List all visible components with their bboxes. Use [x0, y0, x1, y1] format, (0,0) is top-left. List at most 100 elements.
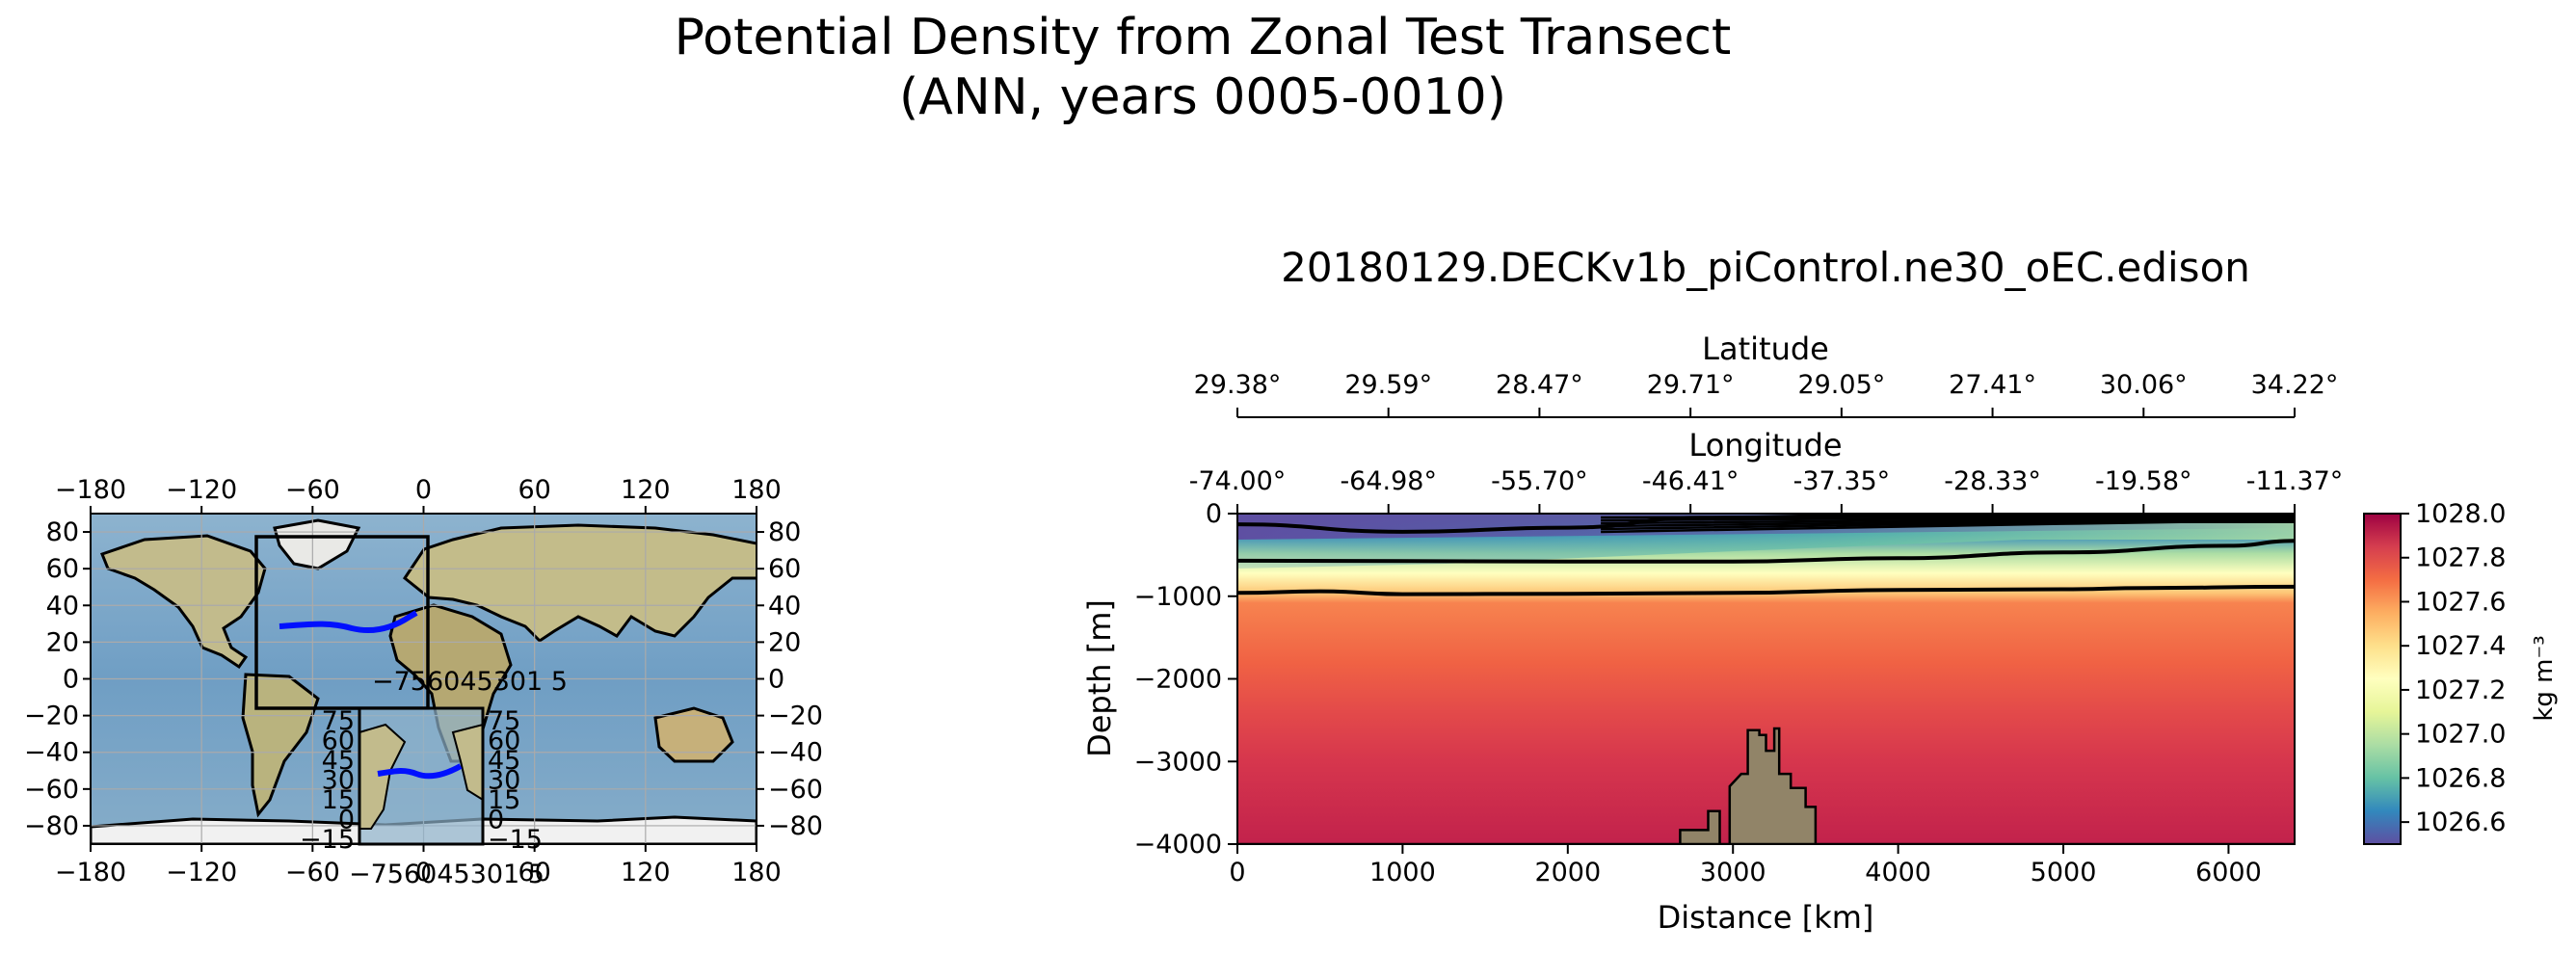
inset-tick-left: 45 [322, 746, 355, 776]
section-y-tick-label: −2000 [1134, 665, 1222, 695]
section-x-tick-label: 2000 [1534, 858, 1601, 887]
inset-land-east [451, 723, 484, 802]
map-lon-label-bottom: 0 [415, 858, 432, 887]
inset-land [359, 723, 407, 830]
latitude-tick-label: 29.71° [1647, 370, 1735, 400]
map-lat-label-left: 40 [46, 591, 79, 621]
inset-tick-right: 15 [488, 785, 520, 815]
section-panel: 20180129.DECKv1b_piControl.ne30_oEC.edis… [1081, 244, 2559, 936]
section-x-tick-label: 5000 [2031, 858, 2097, 887]
section-x-tick-label: 0 [1229, 858, 1245, 887]
map-lat-label-right: −60 [768, 775, 823, 805]
map-lon-label-bottom: −120 [166, 858, 237, 887]
map-lat-label-right: −40 [768, 738, 823, 768]
inset-tick-right: 0 [488, 806, 504, 835]
inset-tick-right: 60 [488, 727, 520, 756]
colorbar-tick-label: 1027.2 [2415, 675, 2506, 705]
latitude-tick-label: 27.41° [1949, 370, 2036, 400]
section-y-tick-label: −1000 [1134, 582, 1222, 612]
map-lat-label-right: −80 [768, 811, 823, 841]
land-australia [653, 706, 734, 763]
inset-tick-left: 60 [322, 727, 355, 756]
longitude-tick-label: -37.35° [1793, 466, 1891, 496]
map-lat-label-right: −20 [768, 702, 823, 731]
latitude-tick-label: 29.59° [1344, 370, 1432, 400]
map-lon-label-bottom: −60 [285, 858, 340, 887]
colorbar-tick-label: 1027.0 [2415, 720, 2506, 750]
contour-surface-dense [2162, 514, 2295, 523]
longitude-tick-label: -19.58° [2095, 466, 2192, 496]
colorbar-tick-label: 1026.6 [2415, 807, 2506, 837]
map-lon-label-top: 0 [415, 475, 432, 505]
map-lat-label-right: 40 [768, 591, 801, 621]
longitude-tick-label: -64.98° [1340, 466, 1437, 496]
map-lon-label-bottom: −180 [55, 858, 126, 887]
inset-tick-right: −15 [488, 825, 543, 855]
latitude-axis-label: Latitude [1702, 331, 1829, 367]
inset-tick-left: 75 [322, 706, 355, 736]
map-lat-label-left: 0 [63, 665, 79, 695]
colorbar [2363, 513, 2402, 845]
figure-title: Potential Density from Zonal Test Transe… [675, 9, 1732, 66]
map-lon-label-top: 60 [518, 475, 550, 505]
bathymetry [1237, 727, 2295, 844]
section-x-tick-label: 4000 [1865, 858, 1931, 887]
longitude-tick-label: -28.33° [1944, 466, 2041, 496]
map-lat-label-left: −60 [24, 775, 79, 805]
longitude-tick-label: -11.37° [2246, 466, 2344, 496]
section-y-tick-label: −4000 [1134, 830, 1222, 860]
map-lat-label-left: 60 [46, 554, 79, 584]
inset-map: −756045301 5 −756045301 5 75604530150−15… [300, 667, 568, 889]
colorbar-tick-label: 1028.0 [2415, 499, 2506, 529]
inset-tick-left: 15 [322, 785, 355, 815]
latitude-tick-label: 30.06° [2100, 370, 2188, 400]
section-y-tick-label: −3000 [1134, 747, 1222, 777]
inset-tick-right: 30 [488, 766, 520, 796]
map-lon-label-bottom: 60 [518, 858, 550, 887]
map-lon-label-top: −60 [285, 475, 340, 505]
colorbar-tick-label: 1027.4 [2415, 631, 2506, 661]
latitude-tick-label: 29.38° [1194, 370, 1282, 400]
map-lat-label-left: −20 [24, 702, 79, 731]
inset-tick-right: 75 [488, 706, 520, 736]
land-eurasia [402, 523, 757, 643]
map-lat-label-left: 20 [46, 627, 79, 657]
map-lon-label-top: 120 [621, 475, 671, 505]
longitude-tick-label: -55.70° [1491, 466, 1588, 496]
inset-tick-left: 30 [322, 766, 355, 796]
section-x-tick-label: 3000 [1700, 858, 1766, 887]
inset-label-bottom: −756045301 5 [349, 860, 544, 889]
inset-tick-left: 0 [338, 806, 355, 835]
longitude-axis-label: Longitude [1688, 427, 1842, 463]
section-title: 20180129.DECKv1b_piControl.ne30_oEC.edis… [1281, 244, 2250, 291]
colorbar-label: kg m⁻³ [2530, 635, 2559, 721]
map-lon-label-bottom: 180 [731, 858, 782, 887]
map-lon-label-top: −180 [55, 475, 126, 505]
section-x-tick-label: 1000 [1369, 858, 1436, 887]
map-panel: −756045301 5 −756045301 5 75604530150−15… [24, 475, 823, 889]
colorbar-tick-label: 1027.8 [2415, 543, 2506, 573]
map-lon-label-bottom: 120 [621, 858, 671, 887]
map-lon-label-top: 180 [731, 475, 782, 505]
map-lon-label-top: −120 [166, 475, 237, 505]
latitude-tick-label: 29.05° [1797, 370, 1885, 400]
inset-tick-left: −15 [300, 825, 355, 855]
map-lat-label-right: 0 [768, 665, 784, 695]
figure-subtitle: (ANN, years 0005-0010) [899, 68, 1506, 126]
map-lat-label-right: 60 [768, 554, 801, 584]
map-lat-label-right: 20 [768, 627, 801, 657]
map-region-box [254, 535, 430, 710]
map-lat-label-left: −40 [24, 738, 79, 768]
section-x-tick-label: 6000 [2195, 858, 2262, 887]
colorbar-tick-label: 1027.6 [2415, 587, 2506, 617]
latitude-tick-label: 34.22° [2251, 370, 2339, 400]
inset-label-right: −756045301 5 [372, 667, 568, 697]
map-transect-line [279, 610, 418, 634]
section-y-tick-label: 0 [1206, 499, 1222, 529]
longitude-tick-label: -46.41° [1642, 466, 1739, 496]
contour-deep [1237, 584, 2295, 596]
map-lat-label-left: 80 [46, 517, 79, 547]
inset-map-frame [358, 706, 485, 846]
contour-middle [1237, 539, 2295, 564]
